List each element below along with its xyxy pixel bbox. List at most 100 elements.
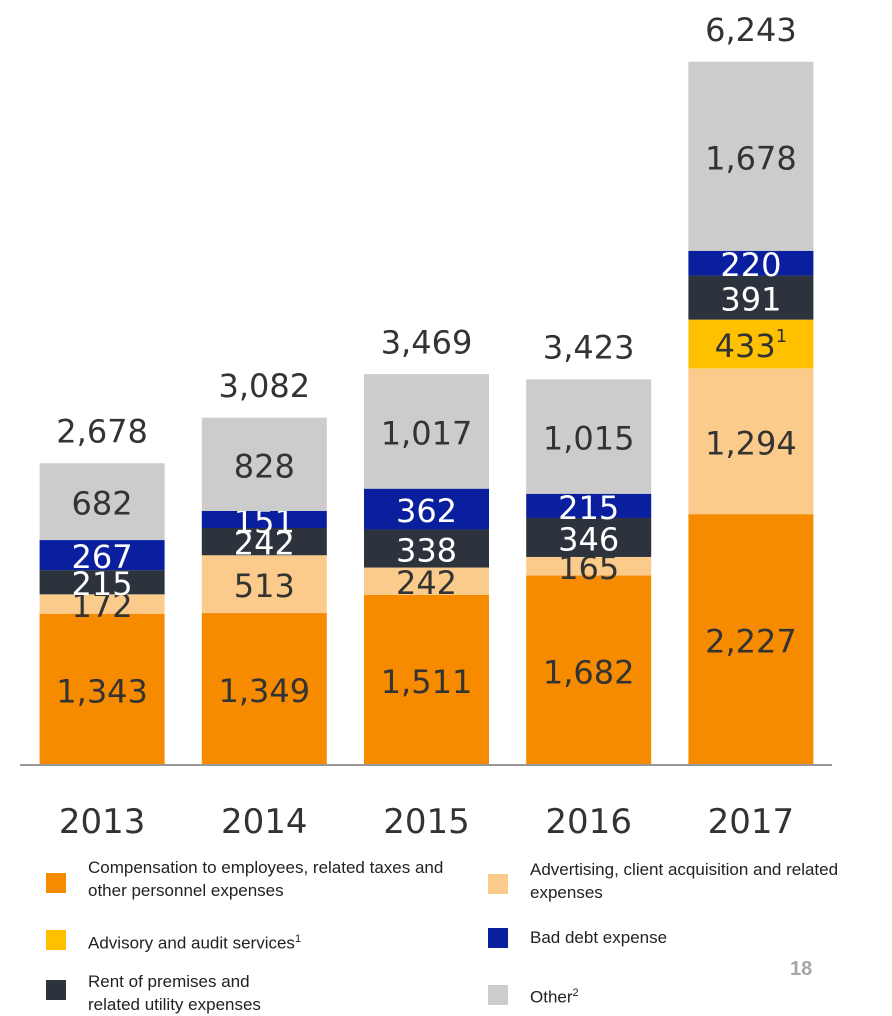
value-label: 220 — [720, 246, 781, 284]
bar-segment — [688, 250, 814, 276]
total-label: 2,678 — [56, 412, 148, 450]
x-tick-label: 2013 — [59, 802, 146, 842]
value-label: 338 — [396, 532, 457, 570]
bar-segment — [688, 514, 814, 765]
legend-swatch — [46, 873, 66, 893]
bar-segment — [39, 570, 165, 595]
legend-swatch — [488, 985, 508, 1005]
value-label-text: 242 — [234, 525, 295, 563]
value-label: 362 — [396, 492, 457, 530]
value-label: 828 — [234, 447, 295, 485]
total-label: 6,243 — [705, 11, 797, 49]
total-label: 3,082 — [218, 367, 310, 405]
value-label-text: 682 — [72, 485, 133, 523]
value-label-text: 338 — [396, 532, 457, 570]
value-label-text: 346 — [558, 520, 619, 558]
value-label: 242 — [396, 564, 457, 602]
bar-segment — [526, 575, 652, 765]
value-label-text: 513 — [234, 567, 295, 605]
bar-segment — [364, 567, 489, 595]
value-label: 682 — [72, 485, 133, 523]
x-tick-label: 2014 — [221, 802, 308, 842]
value-label-text: 1,349 — [218, 672, 310, 710]
value-label-text: 362 — [396, 492, 457, 530]
value-label: 1,349 — [218, 672, 310, 710]
bar-segment — [688, 368, 814, 515]
value-label-text: 828 — [234, 447, 295, 485]
legend-item: Advertising, client acquisition and rela… — [530, 858, 870, 904]
bar-segment — [364, 594, 489, 765]
value-label: 1,511 — [381, 663, 473, 701]
legend-note: 1 — [294, 933, 302, 945]
legend-note: 2 — [572, 987, 579, 999]
value-label-text: 215 — [558, 489, 619, 527]
value-label: 1,678 — [705, 139, 797, 177]
bar-segment — [201, 555, 327, 614]
value-label-text: 1,294 — [705, 424, 797, 462]
legend-item: Advisory and audit services1 — [88, 928, 488, 955]
value-label-text: 1,017 — [381, 414, 473, 452]
bar-segment — [39, 613, 165, 765]
legend-swatch — [488, 874, 508, 894]
value-label-text: 267 — [72, 538, 133, 576]
bar-segment — [201, 417, 327, 511]
bar-segment — [201, 528, 327, 556]
value-label-note: 1 — [776, 326, 787, 347]
value-label-text: 2,227 — [705, 623, 797, 661]
value-label: 242 — [234, 525, 295, 563]
value-label-text: 433 — [715, 327, 776, 365]
legend-label: Other — [530, 987, 573, 1007]
bar-segment — [364, 488, 489, 530]
legend-item: Rent of premises and related utility exp… — [88, 970, 303, 1016]
legend-item: Other2 — [530, 982, 730, 1009]
total-label: 3,469 — [381, 323, 473, 361]
value-label-text: 242 — [396, 564, 457, 602]
bar-segment — [688, 319, 814, 369]
legend-swatch — [46, 980, 66, 1000]
value-label: 215 — [558, 489, 619, 527]
value-label: 346 — [558, 520, 619, 558]
legend-item: Bad debt expense — [530, 926, 830, 949]
legend-swatch — [46, 930, 66, 950]
x-tick-label: 2016 — [545, 802, 632, 842]
bar-segment — [364, 529, 489, 568]
bar-segment — [526, 517, 652, 557]
value-label: 267 — [72, 538, 133, 576]
value-label: 1,294 — [705, 424, 797, 462]
bar-segment — [688, 61, 814, 251]
legend-item: Compensation to employees, related taxes… — [88, 856, 448, 902]
value-label: 391 — [720, 281, 781, 319]
page-number: 18 — [790, 958, 813, 980]
bar-segment — [39, 594, 165, 614]
bar-segment — [201, 510, 327, 529]
value-label: 4331 — [715, 326, 788, 366]
value-label-text: 391 — [720, 281, 781, 319]
bar-segment — [364, 374, 489, 489]
value-label: 1,017 — [381, 414, 473, 452]
bar-segment — [526, 493, 652, 518]
legend-label: Compensation to employees, related taxes… — [88, 858, 444, 900]
value-label-text: 1,511 — [381, 663, 473, 701]
chart: 1,3431722152676822,67820131,349513242151… — [20, 11, 832, 842]
total-label: 3,423 — [543, 328, 635, 366]
value-label-text: 215 — [72, 565, 133, 603]
value-label-text: 1,678 — [705, 139, 797, 177]
value-label-text: 1,015 — [543, 420, 635, 458]
value-label: 513 — [234, 567, 295, 605]
bar-segment — [688, 275, 814, 320]
value-label-text: 1,682 — [543, 653, 635, 691]
legend-label: Rent of premises and related utility exp… — [88, 972, 261, 1014]
bar-segment — [201, 613, 327, 765]
value-label-text: 220 — [720, 246, 781, 284]
value-label: 1,343 — [56, 672, 148, 710]
value-label: 2,227 — [705, 623, 797, 661]
value-label-text: 1,343 — [56, 672, 148, 710]
x-tick-label: 2015 — [383, 802, 470, 842]
legend-swatch — [488, 928, 508, 948]
value-label: 1,682 — [543, 653, 635, 691]
bar-segment — [39, 540, 165, 571]
x-tick-label: 2017 — [708, 802, 795, 842]
bar-segment — [526, 556, 652, 576]
bar-segment — [526, 379, 652, 494]
